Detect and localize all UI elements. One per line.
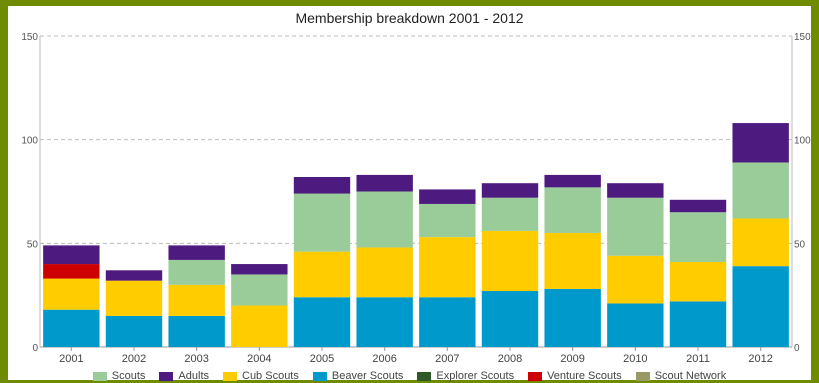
x-tick-label: 2004	[247, 353, 271, 365]
bar-segment	[732, 162, 789, 219]
bar-segment	[293, 297, 351, 347]
y-tick-label-right: 150	[794, 32, 811, 43]
legend-item: Cub Scouts	[223, 369, 299, 383]
bar-segment	[105, 280, 163, 316]
bar-segment	[481, 183, 539, 198]
bar-segment	[293, 251, 351, 298]
bar-segment	[419, 237, 476, 298]
legend-label: Adults	[178, 370, 209, 382]
bar-segment	[43, 309, 100, 347]
bar-segment	[607, 255, 664, 304]
x-tick-label: 2003	[184, 353, 208, 365]
bar-segment	[544, 187, 601, 233]
legend-label: Scouts	[111, 370, 146, 382]
bar-segment	[356, 191, 413, 248]
legend-label: Scout Network	[654, 370, 727, 382]
bar-segment	[732, 266, 789, 347]
x-tick-label: 2012	[748, 353, 772, 365]
bar-segment	[43, 278, 100, 310]
y-tick-label-right: 50	[794, 239, 806, 250]
bar-segment	[168, 284, 225, 316]
bar-segment	[105, 270, 163, 281]
x-tick-label: 2001	[59, 353, 83, 365]
x-tick-label: 2008	[498, 353, 522, 365]
bar-segment	[607, 303, 664, 347]
legend-swatch	[223, 371, 237, 381]
bar-segment	[419, 203, 476, 238]
bar-segment	[168, 315, 225, 347]
y-tick-label-right: 0	[794, 343, 800, 354]
chart-legend: Scouts Adults Cub Scouts Beaver Scouts Explo…	[8, 369, 811, 383]
bar-segment	[356, 297, 413, 347]
chart-svg: 0 0 50 50 100 100 150 150 2001 2002 2003 2004 2005 20…	[21, 32, 811, 365]
x-tick-label: 2007	[435, 353, 459, 365]
x-tick-label: 2002	[122, 353, 146, 365]
bar-segment	[669, 301, 727, 347]
bar-segment	[105, 315, 163, 347]
bar-segment	[419, 297, 476, 347]
bar-segment	[481, 230, 539, 292]
bar-segment	[607, 197, 664, 256]
legend-swatch	[159, 371, 174, 381]
bar-segment	[43, 245, 100, 265]
bar-segment	[356, 247, 413, 298]
bar-segment	[669, 199, 727, 213]
x-tick-label: 2010	[623, 353, 647, 365]
legend-swatch	[92, 371, 107, 381]
legend-item: Adults	[159, 369, 209, 383]
legend-swatch	[528, 371, 543, 381]
legend-swatch	[635, 371, 650, 381]
y-tick-label-left: 100	[21, 136, 38, 147]
legend-item: Scouts	[92, 369, 146, 383]
bar-segment	[669, 212, 727, 262]
bar-segment	[544, 288, 601, 347]
legend-label: Venture Scouts	[547, 370, 622, 382]
x-tick-label: 2006	[372, 353, 396, 365]
x-tick-label: 2005	[310, 353, 334, 365]
bar-segment	[732, 218, 789, 267]
y-tick-label-left: 50	[27, 239, 39, 250]
bar-segment	[544, 232, 601, 289]
legend-swatch	[417, 371, 432, 381]
bar-segment	[231, 274, 288, 306]
legend-item: Venture Scouts	[528, 369, 622, 383]
bar-segment	[168, 259, 225, 285]
bar-segment	[732, 123, 789, 163]
bar-segment	[481, 291, 539, 347]
x-tick-label: 2011	[686, 353, 710, 365]
legend-item: Beaver Scouts	[312, 369, 404, 383]
legend-item: Scout Network	[635, 369, 727, 383]
y-tick-label-right: 100	[794, 136, 811, 147]
chart-title: Membership breakdown 2001 - 2012	[295, 10, 524, 26]
legend-label: Cub Scouts	[242, 370, 299, 382]
bar-segment	[231, 264, 288, 275]
legend-item: Explorer Scouts	[417, 369, 514, 383]
x-tick-label: 2009	[560, 353, 584, 365]
y-tick-label-left: 150	[21, 32, 38, 43]
legend-label: Explorer Scouts	[436, 370, 515, 382]
bar-segment	[231, 305, 288, 347]
bar-segment	[293, 193, 351, 252]
bar-segment	[43, 264, 100, 279]
legend-swatch	[312, 371, 327, 381]
bar-segment	[544, 174, 601, 188]
chart-frame: Membership breakdown 2001 - 2012 0 0 50 50 1…	[8, 6, 811, 383]
bar-segment	[419, 189, 476, 204]
y-tick-label-left: 0	[32, 343, 38, 354]
bar-segment	[669, 261, 727, 302]
bar-segment	[293, 176, 351, 194]
bar-segment	[481, 197, 539, 231]
bar-segment	[607, 183, 664, 198]
bar-segment	[168, 245, 225, 260]
legend-label: Beaver Scouts	[331, 370, 404, 382]
bar-segment	[356, 174, 413, 192]
